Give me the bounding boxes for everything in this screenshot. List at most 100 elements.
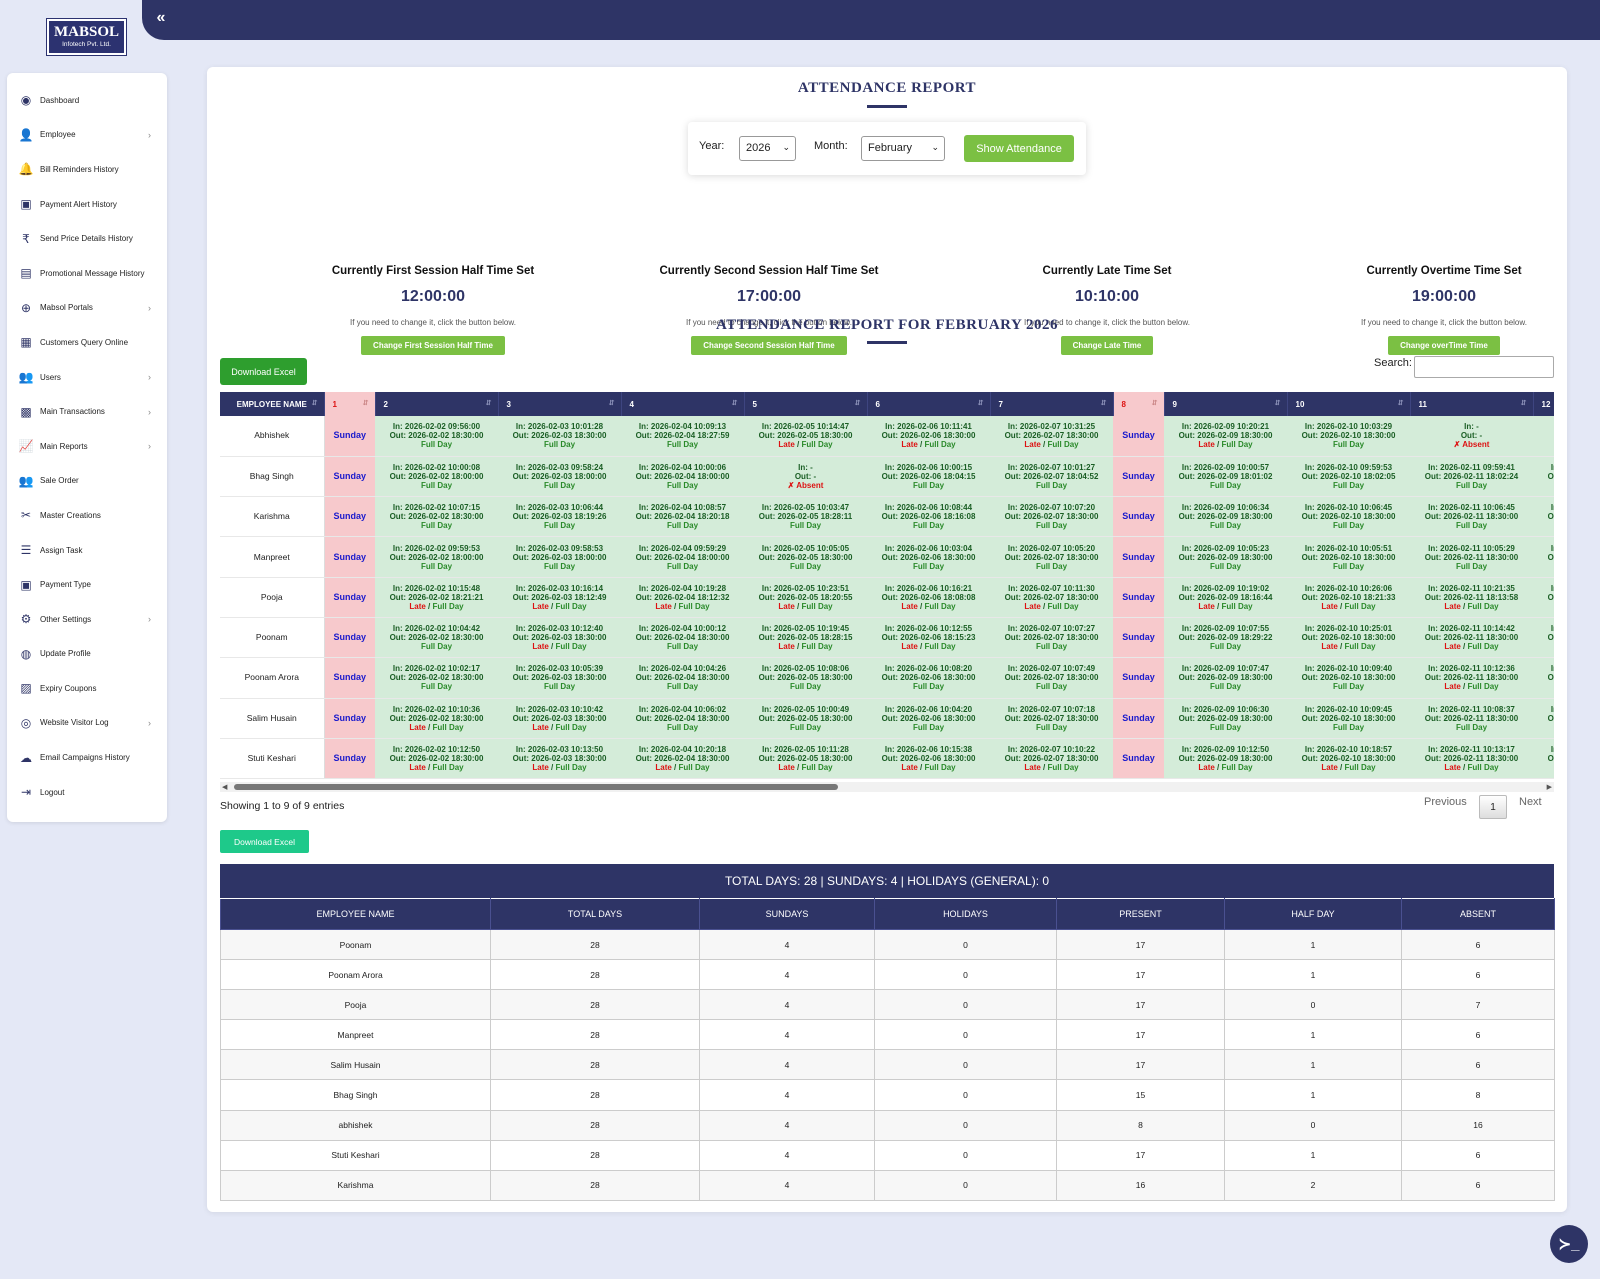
scroll-left-arrow-icon[interactable]: ◀ [222,784,228,791]
out-value: 2026-02-09 18:01:02 [1197,471,1273,481]
change-late-time-button[interactable]: Change Late Time [1060,336,1154,355]
summary-header-employee-name[interactable]: EMPLOYEE NAME [220,898,491,930]
full-day-status: Full Day [555,763,587,773]
summary-download-excel-button[interactable]: Download Excel [220,830,309,853]
terminal-button[interactable]: ≻_ [1550,1225,1588,1263]
column-header-day-10[interactable]: 10 ⇵ [1287,392,1411,416]
column-header-day-9[interactable]: 9 ⇵ [1164,392,1288,416]
column-header-day-8[interactable]: 8 ⇵ [1113,392,1165,416]
summary-header-sundays[interactable]: SUNDAYS [699,898,875,930]
sidebar-item-users[interactable]: 👥 Users › [7,360,167,395]
column-header-day-3[interactable]: 3 ⇵ [498,392,622,416]
users-icon: 👥 [18,370,34,385]
horizontal-scrollbar[interactable]: ◀ ▶ [220,782,1554,792]
column-header-day-4[interactable]: 4 ⇵ [621,392,745,416]
sidebar-item-email-campaigns-history[interactable]: ☁ Email Campaigns History [7,740,167,775]
sidebar-item-master-creations[interactable]: ✂ Master Creations [7,498,167,533]
column-header-day-11[interactable]: 11 ⇵ [1410,392,1534,416]
sidebar-item-sale-order[interactable]: 👥 Sale Order [7,464,167,499]
status: Late / Full Day [990,440,1113,449]
in-prefix: In: [1304,503,1317,513]
column-header-day-6[interactable]: 6 ⇵ [867,392,991,416]
sidebar-item-bill-reminders-history[interactable]: 🔔 Bill Reminders History [7,152,167,187]
out-prefix: Out: [881,592,901,602]
sidebar-item-payment-alert-history[interactable]: ▣ Payment Alert History [7,187,167,222]
in-time: In: 2026-02-03 10:01:28 [498,422,621,431]
column-header-day-2[interactable]: 2 ⇵ [375,392,499,416]
change-second-session-button[interactable]: Change Second Session Half Time [691,336,847,355]
filter-box: Year: 2026 ⌄ Month: February ⌄ Show Attend… [688,122,1086,175]
in-time: In: 2026-02-10 10:06:45 [1287,503,1410,512]
download-excel-button[interactable]: Download Excel [220,358,307,385]
year-select[interactable]: 2026 ⌄ [739,136,796,161]
in-time: In: 2026-02-02 10:04:42 [375,624,498,633]
page-1-button[interactable]: 1 [1479,795,1507,819]
sidebar-item-main-reports[interactable]: 📈 Main Reports › [7,429,167,464]
in-time: In: 2026-02-09 10:20:21 [1164,422,1287,431]
in-value: 2026-02-07 10:07:20 [1019,503,1096,513]
in-time: In: 2026-02-10 10:18:57 [1287,745,1410,754]
tasks-icon: ☰ [20,543,32,558]
show-attendance-button[interactable]: Show Attendance [964,135,1074,162]
sidebar-item-mabsol-portals[interactable]: ⊕ Mabsol Portals › [7,291,167,326]
dashboard-icon: ◉ [20,93,32,108]
full-day-status: Full Day [1221,763,1253,773]
sidebar-item-main-transactions[interactable]: ▩ Main Transactions › [7,394,167,429]
attendance-cell: In: 2026-02-04 10:19:28 Out: 2026-02-04 1… [621,577,744,618]
sidebar-collapse-button[interactable]: « [142,0,180,40]
out-value: 2026-02-04 18:00:00 [654,552,730,562]
column-header-day-7[interactable]: 7 ⇵ [990,392,1114,416]
setting-time: 10:10:00 [1074,288,1140,305]
attendance-cell: In: 2026-02-10 10:26:06 Out: 2026-02-10 1… [1287,577,1410,618]
column-header-day-1[interactable]: 1 ⇵ [324,392,376,416]
full-day-status: Full Day [666,682,699,692]
summary-header-absent[interactable]: ABSENT [1401,898,1555,930]
sidebar-item-logout[interactable]: ⇥ Logout [7,775,167,810]
sidebar-item-update-profile[interactable]: ◍ Update Profile [7,637,167,672]
in-value: 2026-02-07 10:05:20 [1019,543,1096,553]
scrollbar-thumb[interactable] [234,784,838,790]
sidebar-item-website-visitor-log[interactable]: ◎ Website Visitor Log › [7,706,167,741]
change-first-session-button[interactable]: Change First Session Half Time [361,336,505,355]
report-subtitle: ATTENDANCE REPORT FOR FEBRUARY 2026 [715,317,1059,333]
status: Late / Full Day [1287,763,1410,772]
sidebar-item-payment-type[interactable]: ▣ Payment Type [7,567,167,602]
column-header-day-5[interactable]: 5 ⇵ [744,392,868,416]
status: Late / Full Day [1164,602,1287,611]
sidebar-item-dashboard[interactable]: ◉ Dashboard [7,83,167,118]
in-value: 2026-02-06 10:03:04 [896,543,973,553]
logo-subtitle: Infotech Pvt. Ltd. [62,41,111,48]
scroll-right-arrow-icon[interactable]: ▶ [1546,784,1552,791]
change-overtime-button[interactable]: Change overTime Time [1388,336,1500,355]
out-value: 2026-02-04 18:12:32 [654,592,730,602]
summary-header-holidays[interactable]: HOLIDAYS [874,898,1057,930]
sidebar-item-assign-task[interactable]: ☰ Assign Task [7,533,167,568]
sidebar-item-promotional-message-history[interactable]: ▤ Promotional Message History [7,256,167,291]
out-value: 2026-02-03 18:30:00 [531,633,607,643]
sidebar-item-other-settings[interactable]: ⚙ Other Settings › [7,602,167,637]
search-input[interactable] [1414,356,1554,378]
column-header-day-12[interactable]: 12⇵ [1533,392,1554,416]
full-day-status: Full Day [1467,642,1499,652]
summary-cell: 0 [1224,989,1402,1021]
column-header-employee-name[interactable]: EMPLOYEE NAME ⇵ [220,392,325,416]
next-page-button[interactable]: Next [1519,796,1542,808]
summary-header-total-days[interactable]: TOTAL DAYS [490,898,700,930]
sidebar-item-expiry-coupons[interactable]: ▨ Expiry Coupons [7,671,167,706]
full-day-status: Full Day [1035,521,1068,531]
out-value: 2026-02-03 18:30:00 [531,713,607,723]
sidebar-item-send-price-details-history[interactable]: ₹ Send Price Details History [7,221,167,256]
in-time: In: 2026-02-09 10:00:57 [1164,463,1287,472]
attendance-table-container[interactable]: EMPLOYEE NAME ⇵ 1 ⇵ 2 ⇵ 3 ⇵ 4 ⇵ 5 ⇵ 6 ⇵ 7 ⇵ 8 ⇵ 9 ⇵ 10 ⇵ 11 ⇵ 12… [220,392,1554,780]
summary-header-present[interactable]: PRESENT [1056,898,1225,930]
sidebar-item-customers-query-online[interactable]: ▦ Customers Query Online [7,325,167,360]
sidebar-item-employee[interactable]: 👤 Employee › [7,118,167,153]
previous-page-button[interactable]: Previous [1424,796,1467,808]
in-prefix: In: [884,704,897,714]
out-time: Out: 2026-02-11 18:30:00 [1410,553,1533,562]
company-logo[interactable]: MABSOL Infotech Pvt. Ltd. [46,18,127,56]
month-select[interactable]: February ⌄ [861,136,945,161]
out-prefix: Out: [1547,471,1554,481]
out-value: 2026-02-07 18:30:00 [1023,713,1099,723]
summary-header-half-day[interactable]: HALF DAY [1224,898,1402,930]
